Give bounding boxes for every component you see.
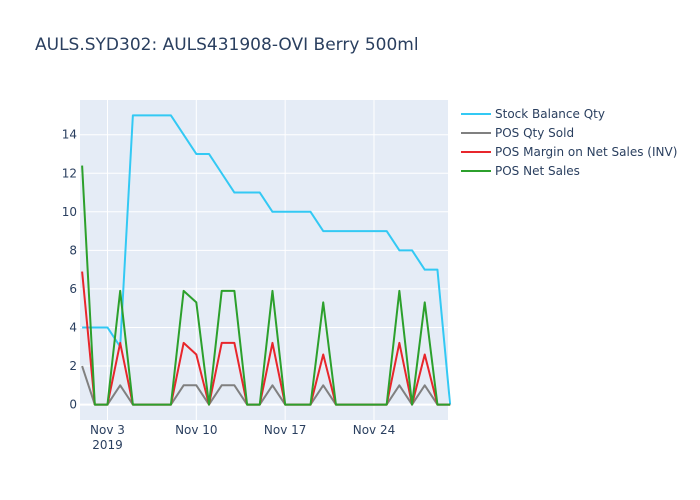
series-layer [81, 114, 452, 406]
x-tick-label: Nov 10 [175, 423, 218, 437]
x-tick-year-label: 2019 [92, 438, 123, 452]
x-tick-label: Nov 17 [264, 423, 307, 437]
y-tick-label: 2 [69, 359, 77, 373]
y-tick-label: 8 [69, 243, 77, 257]
x-tick-label: Nov 3 [90, 423, 125, 437]
series-line-stock-balance-qty [82, 114, 452, 405]
legend-item[interactable]: Stock Balance Qty [461, 107, 605, 121]
y-tick-label: 0 [69, 398, 77, 412]
legend-item[interactable]: POS Margin on Net Sales (INV) [461, 145, 677, 159]
y-tick-label: 4 [69, 320, 77, 334]
legend-label: POS Margin on Net Sales (INV) [495, 145, 677, 159]
legend-label: POS Net Sales [495, 164, 580, 178]
legend-label: Stock Balance Qty [495, 107, 605, 121]
x-tick-label: Nov 24 [353, 423, 396, 437]
y-axis: 0 2 4 6 8 10 12 14 [62, 128, 77, 412]
y-tick-label: 10 [62, 205, 77, 219]
chart-title: AULS.SYD302: AULS431908-OVI Berry 500ml [35, 35, 419, 55]
y-tick-label: 14 [62, 128, 77, 142]
legend-item[interactable]: POS Net Sales [461, 164, 580, 178]
legend-item[interactable]: POS Qty Sold [461, 126, 574, 140]
legend[interactable]: Stock Balance Qty POS Qty Sold POS Margin … [461, 107, 677, 178]
legend-label: POS Qty Sold [495, 126, 574, 140]
y-tick-label: 12 [62, 166, 77, 180]
y-tick-label: 6 [69, 282, 77, 296]
series-line-pos-net-sales [81, 165, 451, 406]
